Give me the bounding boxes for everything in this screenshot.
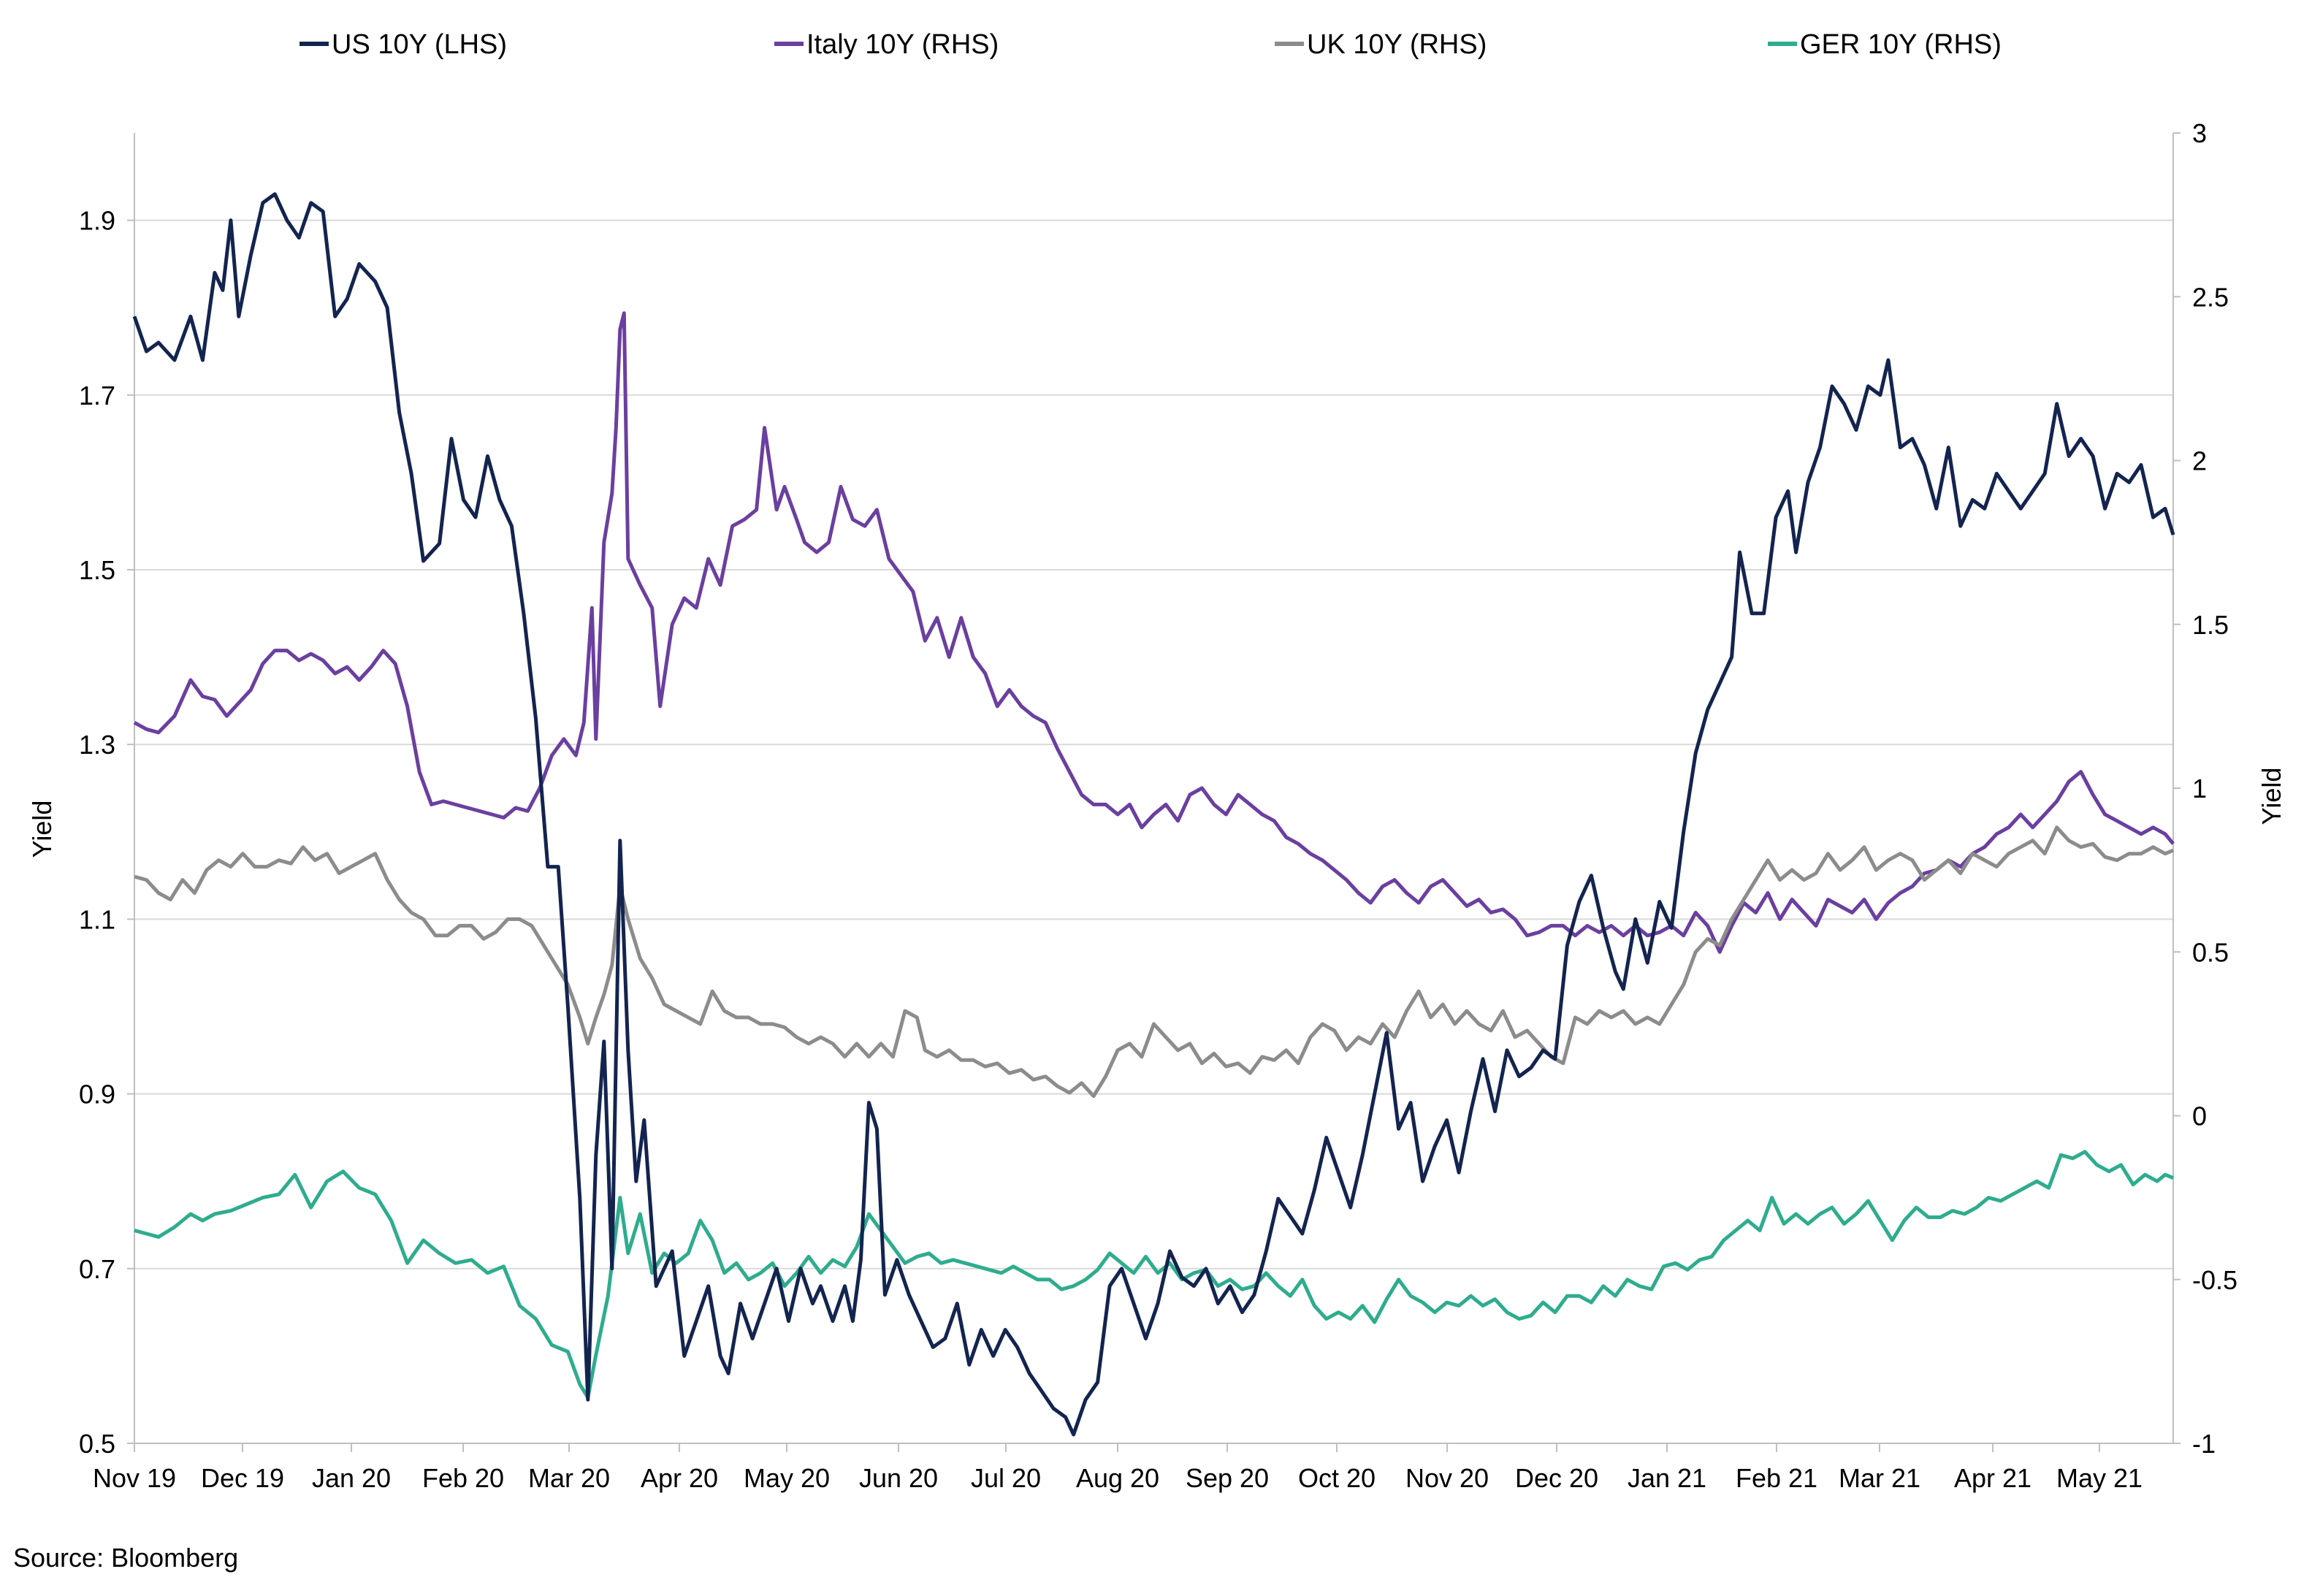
x-tick-label: Apr 21 xyxy=(1954,1463,2031,1493)
x-tick-label: May 20 xyxy=(744,1463,830,1493)
right-tick-label: 0 xyxy=(2192,1101,2207,1131)
legend: US 10Y (LHS) Italy 10Y (RHS) UK 10Y (RHS) G… xyxy=(300,29,2002,60)
x-tick-label: May 21 xyxy=(2056,1463,2143,1493)
legend-label: GER 10Y (RHS) xyxy=(1800,29,2002,60)
axes: 0.5 0.7 0.9 1.1 1.3 1.5 1.7 1.9 -1 -0.5 0 0.5 1 1.5 2 2… xyxy=(79,118,2237,1493)
legend-label: UK 10Y (RHS) xyxy=(1307,29,1487,60)
x-tick-label: Apr 20 xyxy=(641,1463,718,1493)
x-tick-label: Jan 21 xyxy=(1628,1463,1706,1493)
left-tick-label: 0.7 xyxy=(79,1254,115,1284)
legend-label: Italy 10Y (RHS) xyxy=(806,29,999,60)
x-tick-label: Feb 20 xyxy=(422,1463,504,1493)
series-line-us xyxy=(132,192,2175,1437)
x-tick-label: Jan 20 xyxy=(312,1463,391,1493)
x-tick-label: Dec 20 xyxy=(1515,1463,1598,1493)
series-line-ger xyxy=(134,1150,2174,1400)
left-axis-title: Yield xyxy=(27,801,57,858)
series-line-italy xyxy=(133,311,2175,954)
source-note: Source: Bloomberg xyxy=(13,1543,239,1573)
left-tick-label: 0.5 xyxy=(79,1429,115,1459)
series-line-uk xyxy=(134,825,2174,1099)
left-tick-label: 1.1 xyxy=(79,904,115,934)
left-tick-label: 1.7 xyxy=(79,381,115,411)
x-tick-label: Aug 20 xyxy=(1076,1463,1159,1493)
legend-label: US 10Y (LHS) xyxy=(332,29,507,60)
left-tick-label: 1.3 xyxy=(79,730,115,760)
x-tick-label: Dec 19 xyxy=(201,1463,284,1493)
right-tick-label: 2 xyxy=(2192,446,2207,476)
right-tick-label: -1 xyxy=(2192,1429,2216,1459)
left-tick-label: 1.5 xyxy=(79,555,115,585)
x-tick-label: Jul 20 xyxy=(971,1463,1041,1493)
right-tick-label: 2.5 xyxy=(2192,282,2229,312)
x-tick-label: Jun 20 xyxy=(859,1463,938,1493)
x-tick-label: Nov 19 xyxy=(93,1463,176,1493)
left-tick-label: 0.9 xyxy=(79,1080,115,1110)
right-tick-label: 1 xyxy=(2192,774,2207,803)
right-axis-title: Yield xyxy=(2256,768,2286,825)
x-tick-label: Mar 20 xyxy=(528,1463,610,1493)
right-tick-label: 0.5 xyxy=(2192,937,2229,967)
x-tick-label: Sep 20 xyxy=(1186,1463,1269,1493)
right-tick-label: -0.5 xyxy=(2192,1265,2237,1295)
right-tick-label: 3 xyxy=(2192,118,2207,148)
series-layer xyxy=(132,192,2175,1437)
right-tick-label: 1.5 xyxy=(2192,610,2229,640)
x-tick-label: Mar 21 xyxy=(1839,1463,1920,1493)
left-tick-label: 1.9 xyxy=(79,206,115,236)
x-tick-label: Nov 20 xyxy=(1405,1463,1489,1493)
x-tick-label: Feb 21 xyxy=(1736,1463,1817,1493)
x-tick-label: Oct 20 xyxy=(1298,1463,1376,1493)
gridlines xyxy=(134,219,2173,1269)
